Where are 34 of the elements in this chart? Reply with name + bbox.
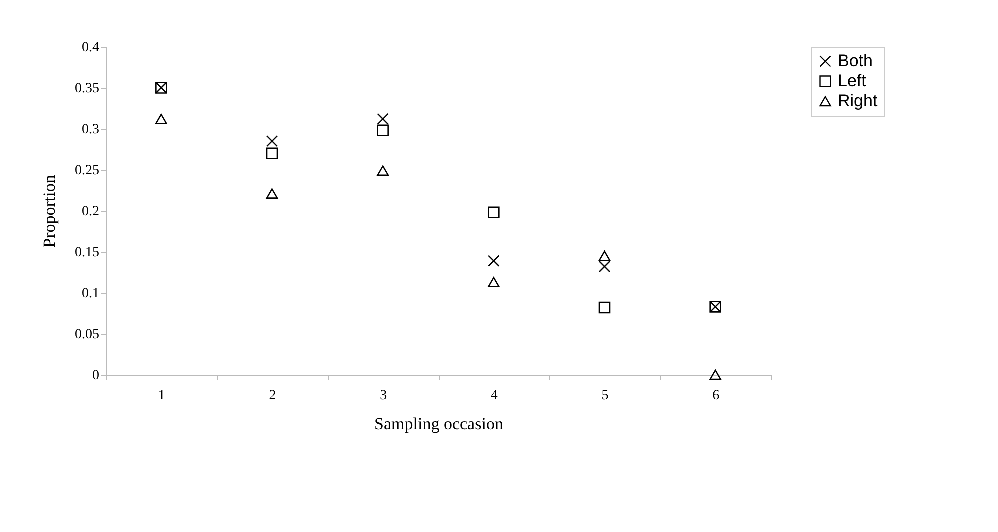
y-tick-label: 0.2 — [82, 204, 100, 220]
point — [377, 124, 389, 137]
x-axis-title: Sampling occasion — [374, 414, 504, 434]
point — [377, 166, 389, 176]
point — [266, 135, 278, 148]
point — [488, 255, 500, 267]
y-tick-label: 0.1 — [82, 286, 100, 302]
point — [266, 148, 278, 160]
x-tick-label: 1 — [158, 388, 166, 404]
y-tick-label: 0.15 — [75, 246, 100, 260]
point — [266, 188, 278, 199]
y-tick-label: 0.4 — [82, 40, 100, 56]
legend-label: Left — [838, 72, 867, 90]
point — [377, 113, 389, 126]
point — [488, 277, 500, 288]
point — [156, 114, 168, 124]
legend-label: Right — [838, 92, 878, 110]
point — [598, 302, 611, 314]
x-tick-label: 6 — [712, 388, 720, 404]
y-tick-label: 0.35 — [75, 82, 100, 96]
point — [488, 206, 500, 219]
legend-label: Both — [838, 52, 873, 70]
point — [598, 260, 611, 273]
x-tick-label: 5 — [602, 388, 609, 404]
point — [710, 370, 722, 380]
x-tick-label: 2 — [269, 388, 276, 404]
y-axis-title: Proportion — [40, 174, 59, 248]
y-tick-label: 0.25 — [75, 164, 100, 178]
y-tick-label: 0 — [92, 368, 100, 384]
y-tick-label: 0.05 — [75, 328, 100, 342]
x-tick-label: 4 — [490, 388, 498, 404]
x-tick-label: 3 — [380, 388, 388, 404]
point — [598, 250, 611, 262]
y-tick-label: 0.3 — [82, 122, 100, 138]
